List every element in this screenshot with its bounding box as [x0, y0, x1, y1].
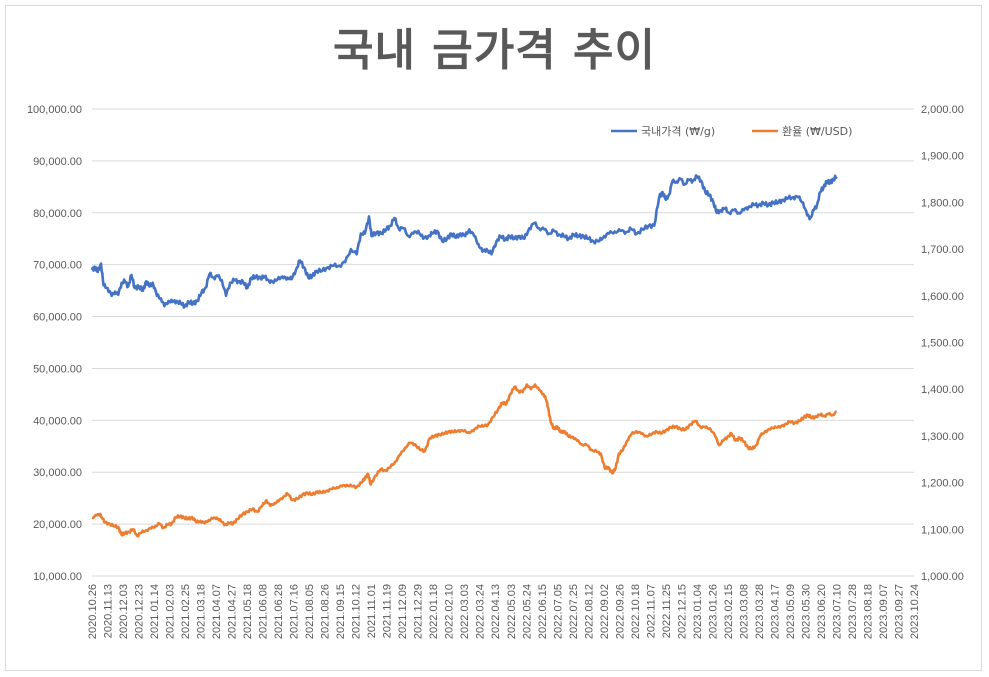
x-tick-label: 2023.05.30 — [800, 584, 812, 639]
x-tick-label: 2022.05.03 — [506, 584, 518, 639]
series-group — [90, 174, 838, 538]
y-left-tick-label: 80,000.00 — [33, 208, 82, 220]
series-line-1 — [90, 174, 838, 309]
x-tick-label: 2021.11.01 — [366, 584, 378, 638]
x-tick-label: 2021.02.25 — [180, 584, 192, 639]
y-left-tick-label: 60,000.00 — [33, 312, 82, 324]
y-left-tick-label: 40,000.00 — [33, 415, 82, 427]
y-right-tick-label: 1,700.00 — [921, 244, 964, 256]
y-axis-right: 1,000.00 1,100.00 1,200.00 1,300.00 1,400.00… — [921, 104, 964, 583]
x-tick-label: 2021.09.15 — [335, 584, 347, 639]
x-tick-label: 2020.10.26 — [87, 584, 99, 639]
x-tick-label: 2020.11.13 — [103, 584, 115, 638]
y-left-tick-label: 100,000.00 — [27, 104, 82, 116]
series-line-2 — [91, 383, 838, 538]
y-left-tick-label: 30,000.00 — [33, 467, 82, 479]
x-tick-label: 2022.04.13 — [490, 584, 502, 639]
x-tick-label: 2021.12.29 — [413, 584, 425, 639]
y-left-tick-label: 20,000.00 — [33, 519, 82, 531]
x-tick-label: 2022.03.24 — [475, 584, 487, 639]
y-right-tick-label: 1,100.00 — [921, 524, 964, 536]
chart-title: 국내 금가격 추이 — [333, 25, 656, 76]
y-left-tick-label: 70,000.00 — [33, 260, 82, 272]
x-tick-label: 2023.07.28 — [847, 584, 859, 639]
legend-label: 환율 (₩/USD) — [782, 125, 852, 138]
x-tick-label: 2022.12.15 — [676, 584, 688, 639]
x-tick-label: 2021.10.12 — [351, 584, 363, 639]
x-tick-label: 2021.04.27 — [227, 584, 239, 639]
x-tick-label: 2021.08.26 — [320, 584, 332, 639]
x-tick-label: 2023.04.17 — [769, 584, 781, 639]
y-right-tick-label: 2,000.00 — [921, 104, 964, 116]
gridlines — [92, 108, 914, 577]
y-right-tick-label: 1,000.00 — [921, 571, 964, 583]
x-tick-label: 2021.08.05 — [304, 584, 316, 639]
x-tick-label: 2023.09.27 — [893, 584, 905, 639]
y-right-tick-label: 1,300.00 — [921, 431, 964, 443]
x-tick-label: 2022.05.24 — [521, 584, 533, 639]
chart-area — [5, 5, 982, 671]
x-tick-label: 2023.01.26 — [707, 584, 719, 639]
y-right-tick-label: 1,200.00 — [921, 478, 964, 490]
x-axis: 2020.10.26 2020.11.13 2020.12.03 2020.12.23… — [87, 584, 921, 639]
x-tick-label: 2023.03.28 — [754, 584, 766, 639]
x-tick-label: 2023.05.09 — [785, 584, 797, 639]
x-tick-label: 2023.08.18 — [862, 584, 874, 639]
x-tick-label: 2022.09.02 — [599, 584, 611, 639]
x-tick-label: 2021.06.28 — [273, 584, 285, 639]
x-tick-label: 2023.10.24 — [909, 584, 921, 639]
x-tick-label: 2022.08.12 — [583, 584, 595, 639]
y-right-tick-label: 1,500.00 — [921, 338, 964, 350]
x-tick-label: 2021.06.08 — [258, 584, 270, 639]
y-left-tick-label: 90,000.00 — [33, 156, 82, 168]
x-tick-label: 2023.07.10 — [831, 584, 843, 639]
x-tick-label: 2022.11.25 — [661, 584, 673, 638]
x-tick-label: 2021.05.18 — [242, 584, 254, 639]
legend-label: 국내가격 (₩/g) — [641, 125, 715, 138]
x-tick-label: 2021.11.19 — [382, 584, 394, 638]
x-tick-label: 2020.12.23 — [134, 584, 146, 639]
x-tick-label: 2023.06.20 — [816, 584, 828, 639]
y-right-tick-label: 1,800.00 — [921, 197, 964, 209]
y-left-tick-label: 10,000.00 — [33, 571, 82, 583]
x-tick-label: 2022.03.03 — [459, 584, 471, 639]
x-tick-label: 2023.03.08 — [738, 584, 750, 639]
y-axis-left: 10,000.00 20,000.00 30,000.00 40,000.00 50,0… — [27, 104, 82, 583]
x-tick-label: 2021.07.16 — [289, 584, 301, 639]
x-tick-label: 2022.06.15 — [537, 584, 549, 639]
x-tick-label: 2022.09.26 — [614, 584, 626, 639]
x-tick-label: 2021.03.18 — [196, 584, 208, 639]
x-tick-label: 2020.12.03 — [118, 584, 130, 639]
x-tick-label: 2022.01.18 — [428, 584, 440, 639]
x-tick-label: 2021.02.03 — [165, 584, 177, 639]
y-right-tick-label: 1,400.00 — [921, 384, 964, 396]
x-tick-label: 2022.11.07 — [645, 584, 657, 638]
x-tick-label: 2023.09.07 — [878, 584, 890, 639]
x-tick-label: 2022.02.10 — [444, 584, 456, 639]
x-tick-label: 2021.01.14 — [149, 584, 161, 639]
x-tick-label: 2022.07.25 — [568, 584, 580, 639]
x-tick-label: 2021.04.07 — [211, 584, 223, 639]
legend: 국내가격 (₩/g) 환율 (₩/USD) — [611, 125, 852, 138]
x-tick-label: 2023.02.15 — [723, 584, 735, 639]
y-right-tick-label: 1,900.00 — [921, 151, 964, 163]
x-tick-label: 2023.01.04 — [692, 584, 704, 639]
x-tick-label: 2022.10.18 — [630, 584, 642, 639]
x-tick-label: 2022.07.05 — [552, 584, 564, 639]
y-left-tick-label: 50,000.00 — [33, 363, 82, 375]
y-right-tick-label: 1,600.00 — [921, 291, 964, 303]
x-tick-label: 2021.12.09 — [397, 584, 409, 639]
